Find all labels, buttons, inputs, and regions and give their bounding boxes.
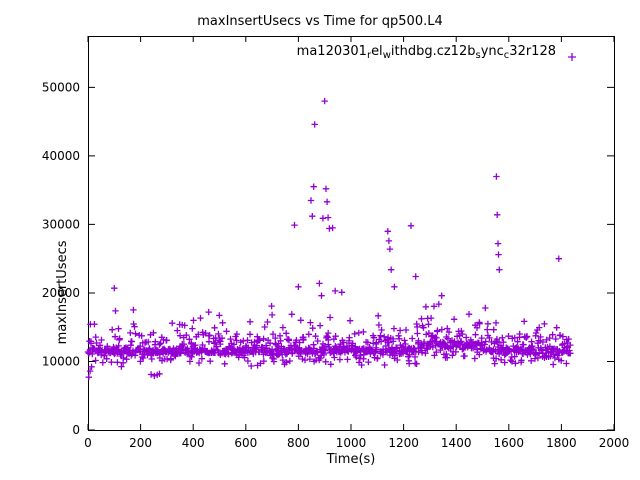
chart-title: maxInsertUsecs vs Time for qp500.L4 — [197, 14, 443, 29]
x-tick-label: 400 — [182, 436, 205, 450]
plot-border — [88, 36, 615, 431]
x-axis-label: Time(s) — [326, 452, 376, 467]
legend-text: ync — [480, 44, 504, 59]
axis-ticks — [87, 36, 615, 431]
x-tick-label: 600 — [234, 436, 257, 450]
y-tick-label: 0 — [72, 423, 80, 437]
legend-subscript: w — [382, 50, 391, 61]
x-tick-label: 1400 — [441, 436, 472, 450]
x-tick-label: 0 — [84, 436, 92, 450]
legend-text: el — [371, 44, 383, 59]
legend-subscript: r — [366, 50, 372, 61]
x-tick-label: 800 — [287, 436, 310, 450]
x-tick-label: 1000 — [336, 436, 367, 450]
x-tick-label: 1800 — [546, 436, 577, 450]
x-tick-label: 1600 — [494, 436, 525, 450]
legend-marker-icon — [568, 53, 576, 61]
legend-text: ma120301 — [296, 44, 367, 59]
y-tick-label: 50000 — [42, 80, 80, 94]
legend-series-label: ma120301relwithdbg.cz12bsyncc32r128 — [296, 44, 556, 61]
legend-subscript: s — [475, 50, 481, 61]
legend-text: ithdbg.cz12b — [390, 44, 476, 59]
y-tick-label: 10000 — [42, 354, 80, 368]
y-tick-label: 20000 — [42, 286, 80, 300]
x-tick-label: 2000 — [599, 436, 630, 450]
x-tick-label: 1200 — [388, 436, 419, 450]
y-tick-label: 30000 — [42, 217, 80, 231]
data-points — [84, 97, 574, 381]
legend-text: 32r128 — [509, 44, 556, 59]
y-tick-label: 40000 — [42, 149, 80, 163]
x-tick-label: 200 — [129, 436, 152, 450]
legend-subscript: c — [503, 50, 510, 61]
